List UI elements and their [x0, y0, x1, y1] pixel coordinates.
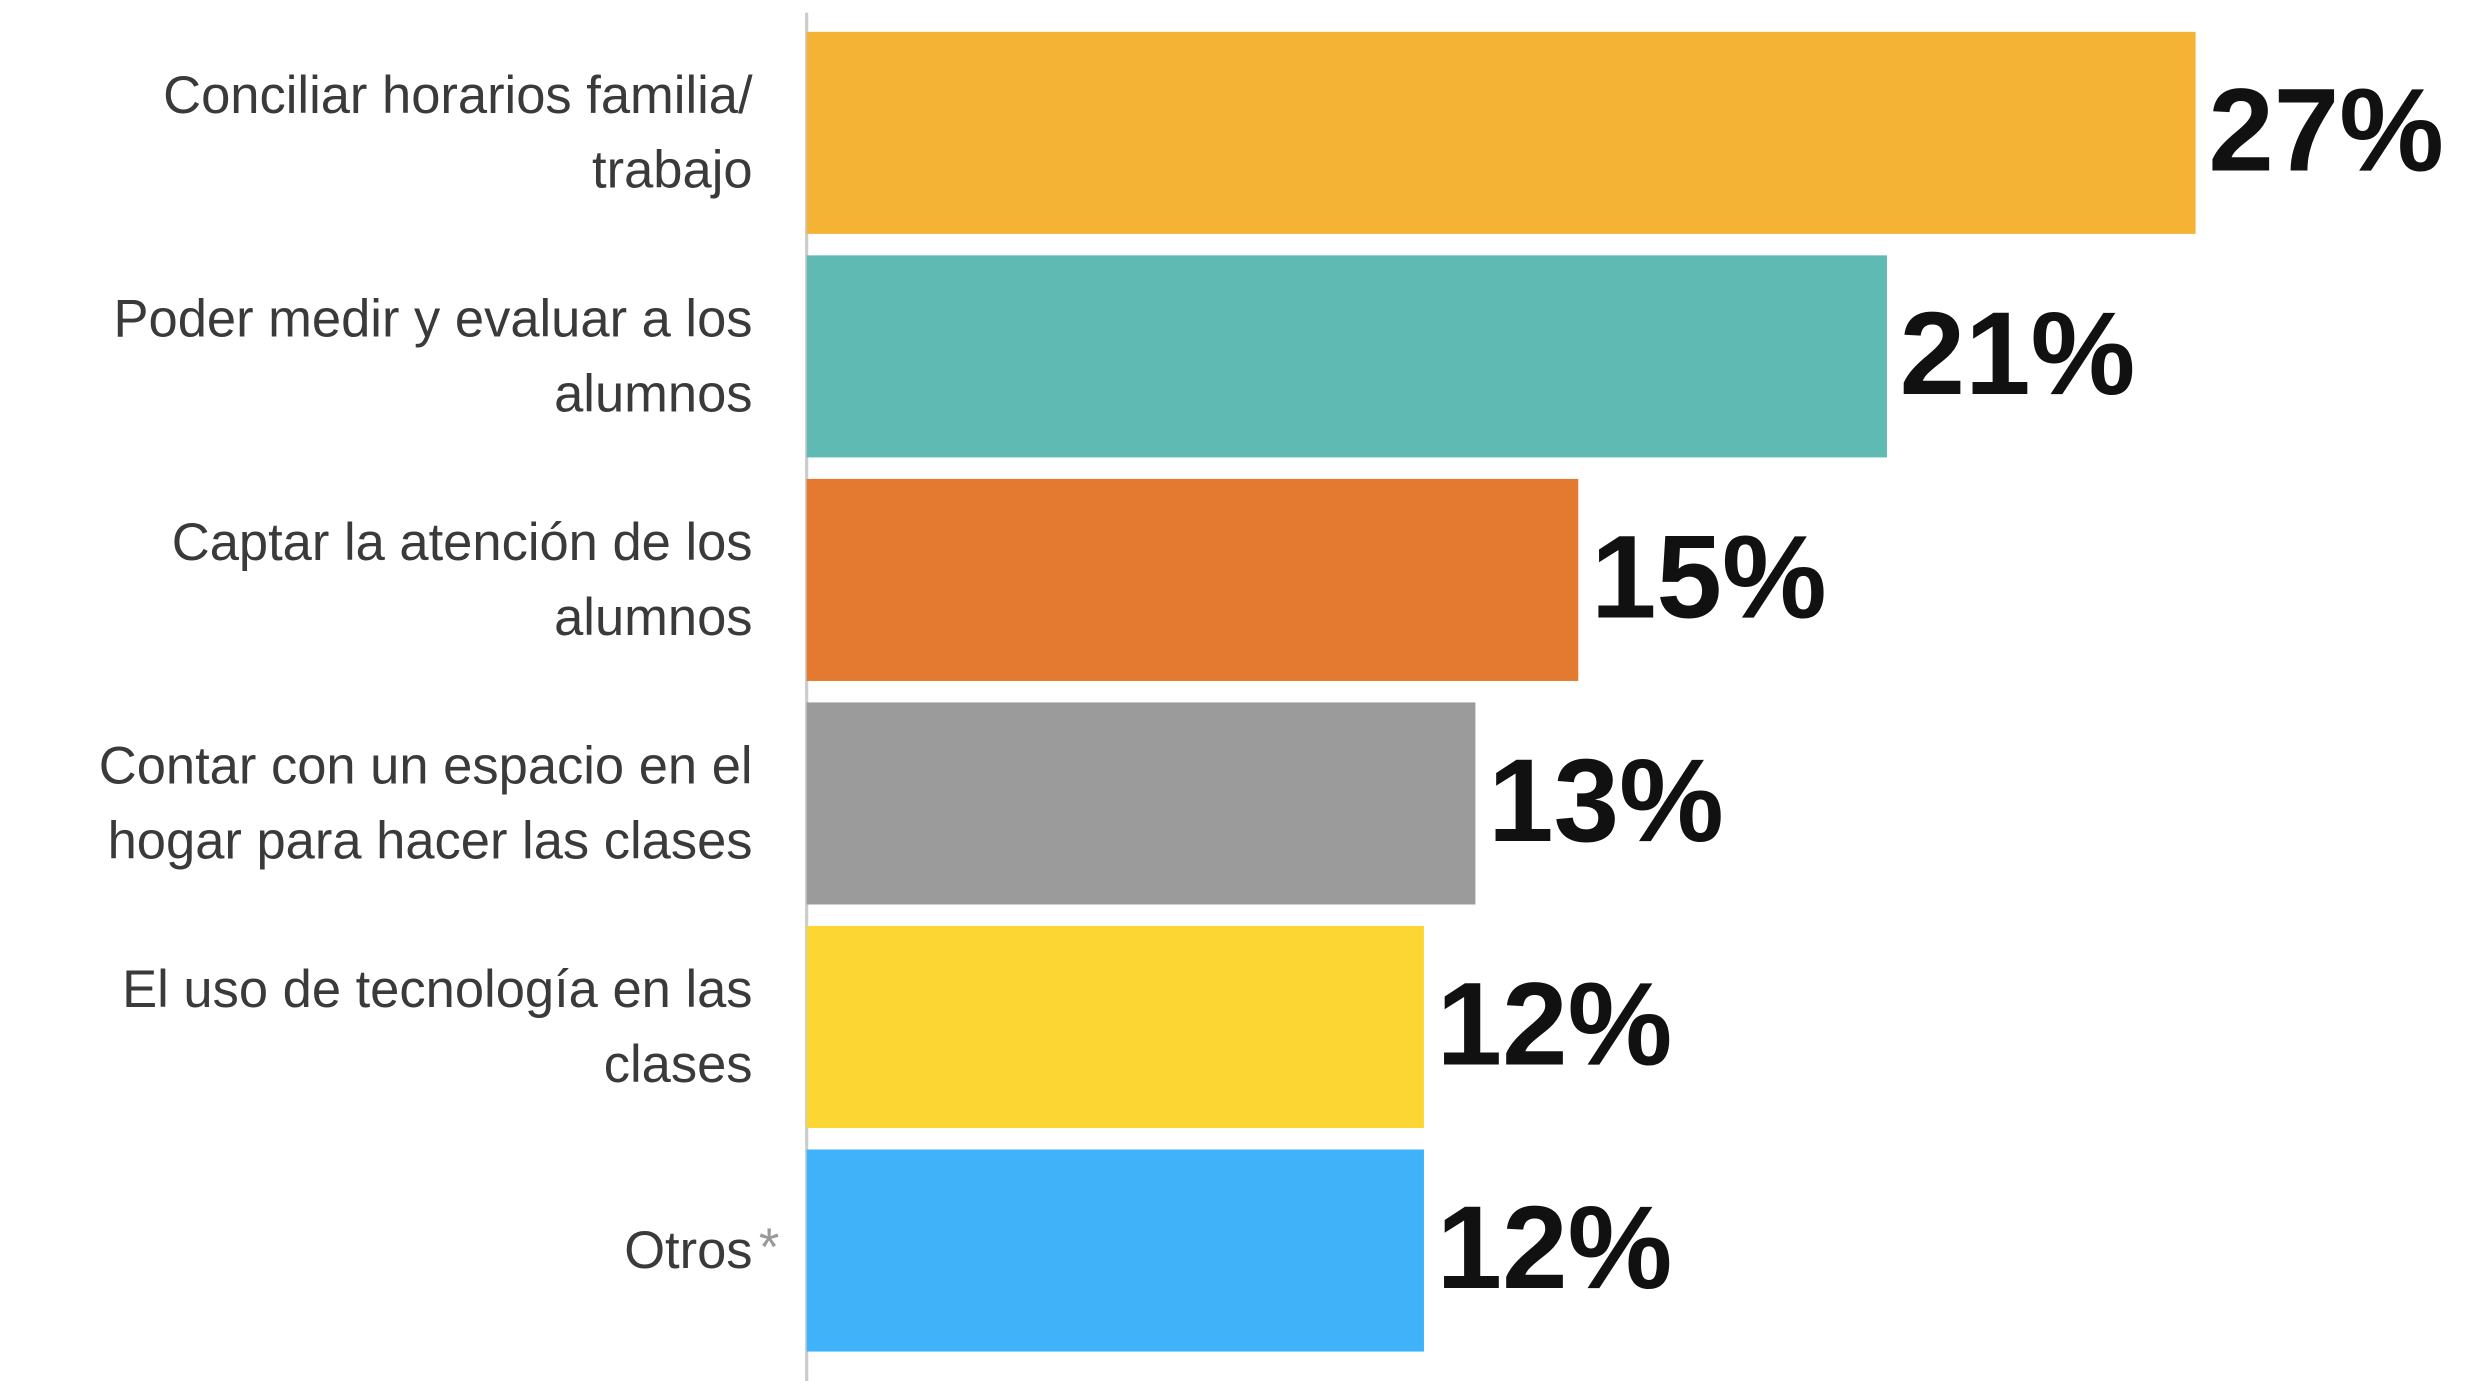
category-label: El uso de tecnología en las clases	[122, 960, 752, 1094]
value-label: 12%	[1437, 957, 1673, 1089]
value-label: 12%	[1437, 1181, 1673, 1313]
footnote-marker: *	[759, 1218, 779, 1277]
category-label: Captar la atención de los alumnos	[172, 513, 753, 647]
bar	[806, 925, 1424, 1129]
bar	[806, 702, 1476, 905]
category-label: Conciliar horarios familia/trabajo	[163, 66, 753, 200]
category-label: Contar con un espacio en el hogar para ha…	[99, 737, 753, 871]
category-label: Poder medir y evaluar a los alumnos	[113, 289, 752, 423]
value-label: 13%	[1488, 734, 1724, 866]
value-label: 27%	[2208, 63, 2444, 195]
bar	[806, 255, 1887, 458]
value-label: 15%	[1591, 510, 1827, 642]
bar	[806, 1149, 1424, 1352]
category-label: Otros	[624, 1221, 752, 1280]
value-label: 21%	[1900, 287, 2136, 419]
bar	[806, 31, 2196, 234]
bar	[806, 478, 1579, 681]
